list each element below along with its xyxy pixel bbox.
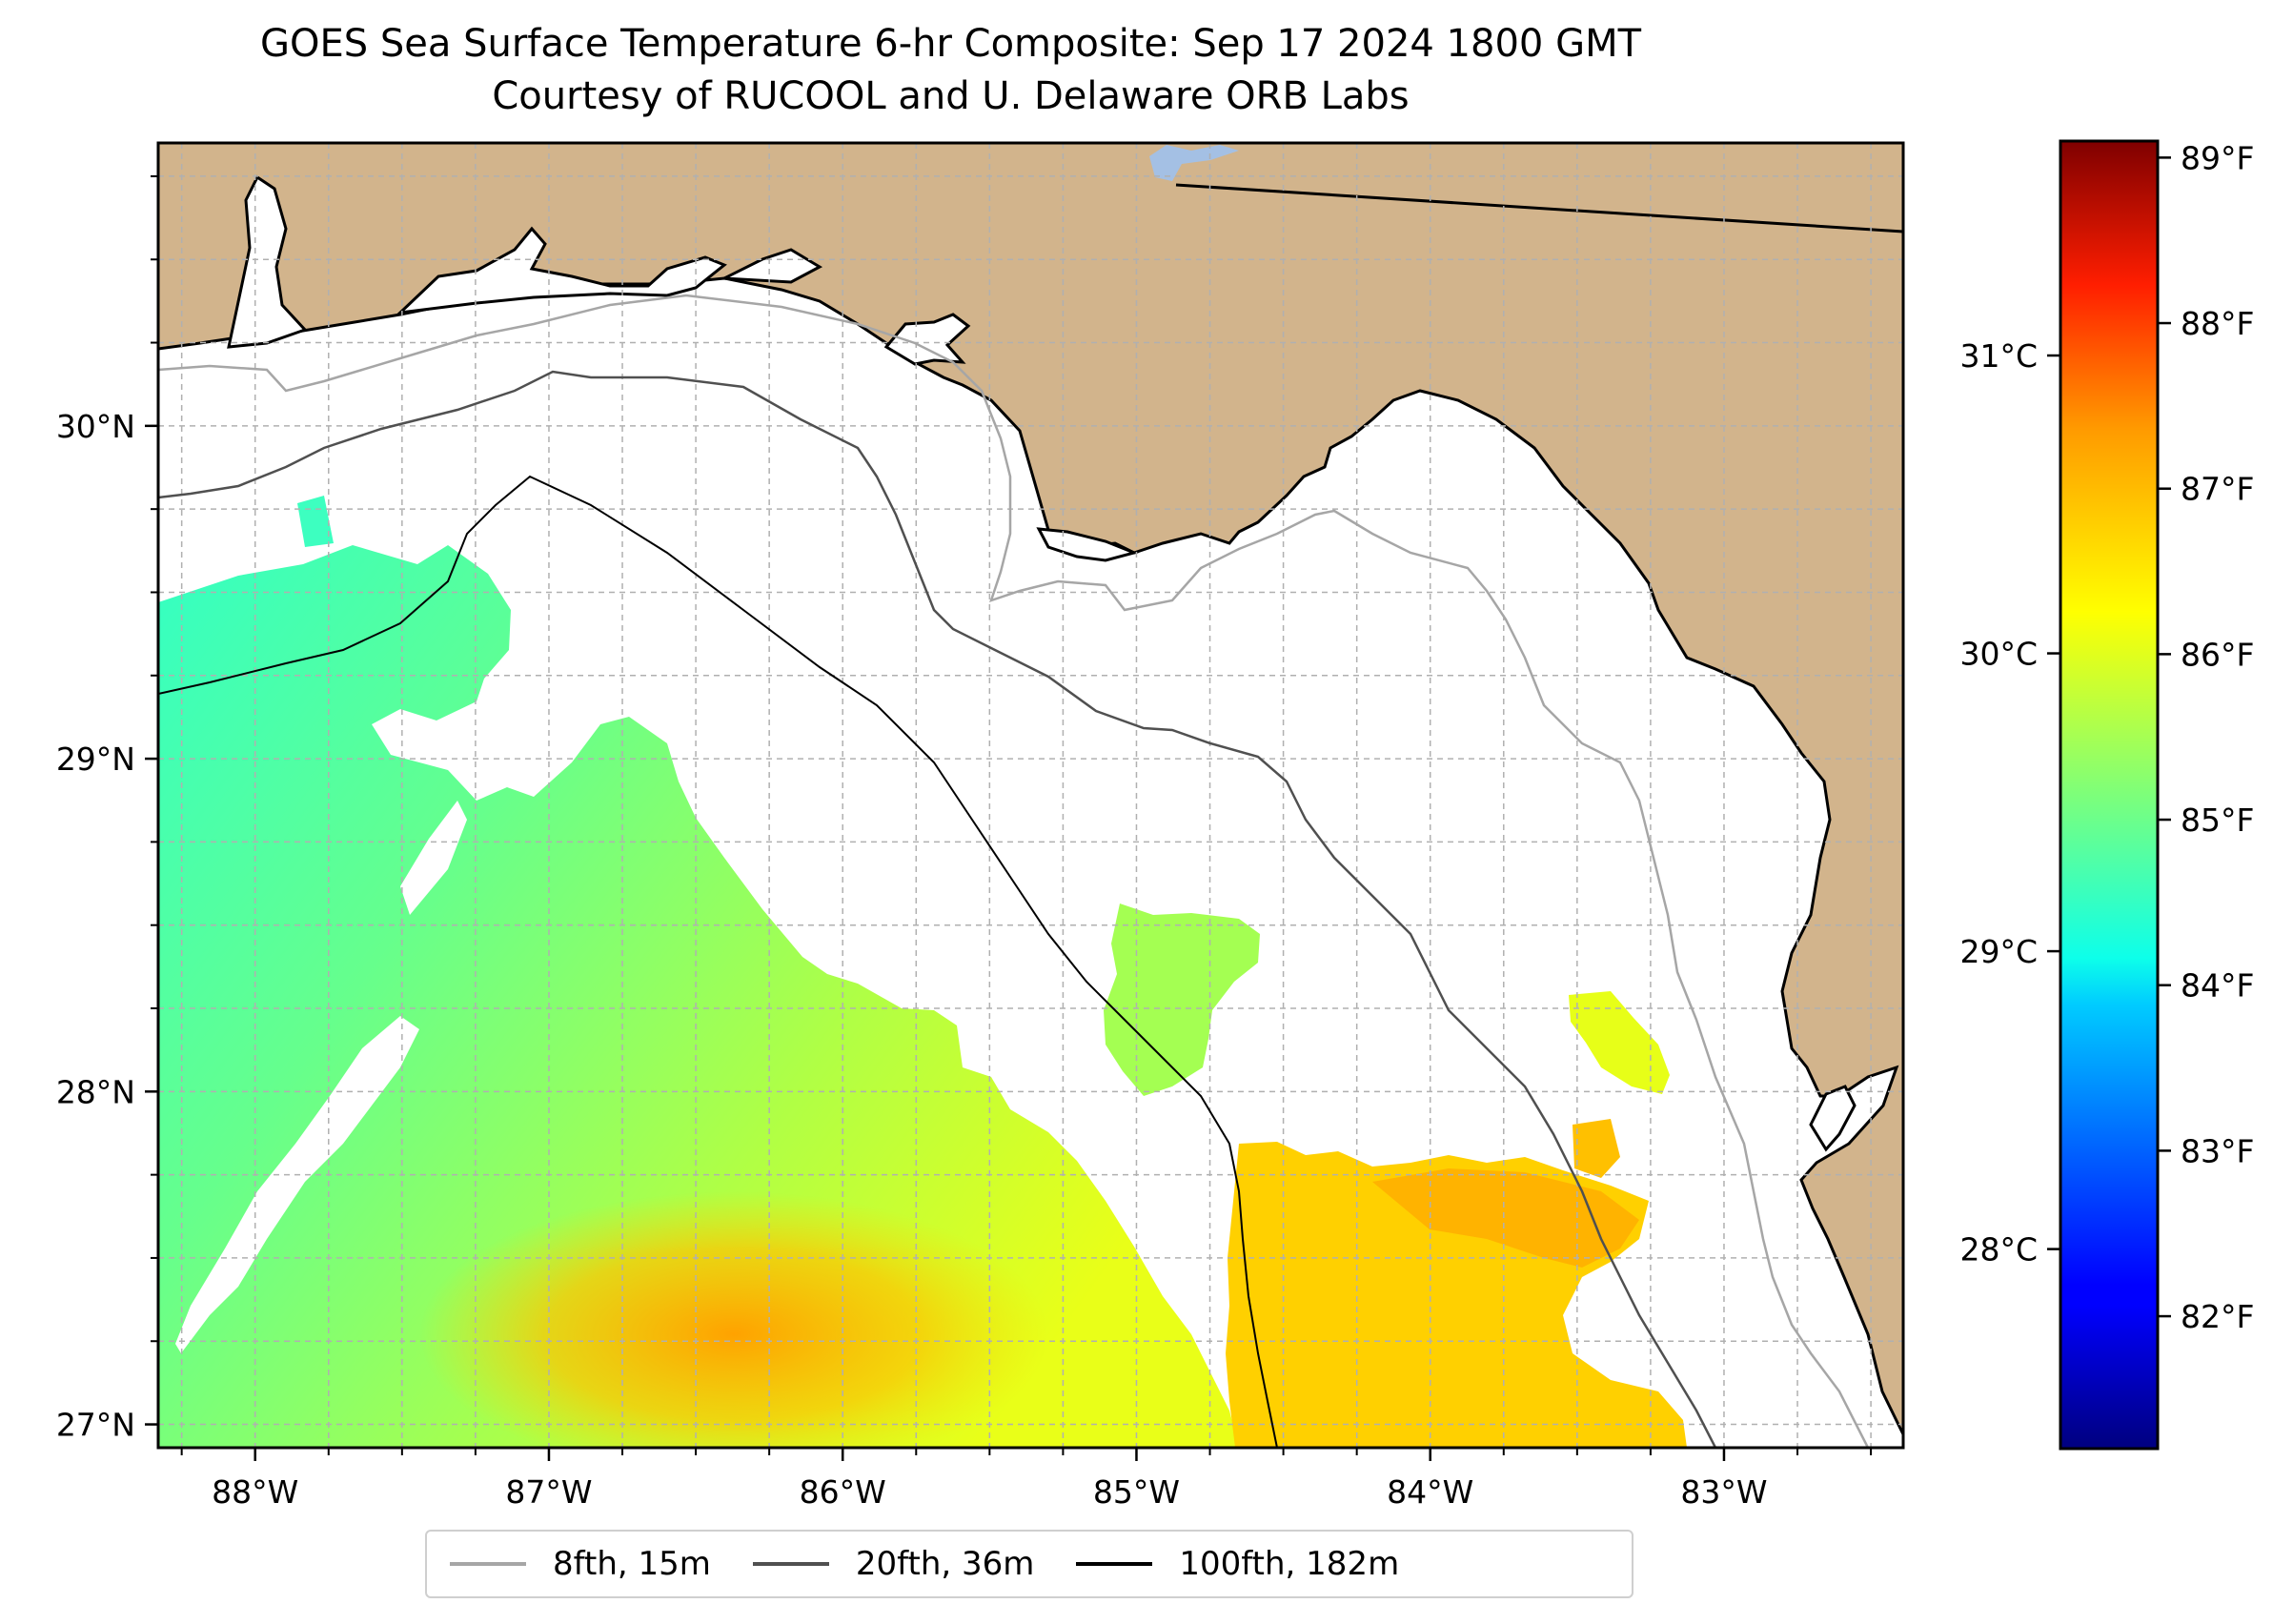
colorbar-f-label: 84°F	[2181, 967, 2254, 1005]
colorbar	[2059, 139, 2160, 1451]
lat-tick-label: 29°N	[56, 741, 135, 778]
map-frame	[156, 141, 1905, 1450]
sst-gap-west	[175, 1016, 419, 1353]
map-subtitle: Courtesy of RUCOOL and U. Delaware ORB L…	[492, 74, 1410, 118]
legend-swatch-100fth	[1076, 1562, 1153, 1566]
colorbar-f-label: 86°F	[2181, 636, 2254, 673]
lon-tick-label: 85°W	[1093, 1473, 1180, 1511]
lon-tick-label: 87°W	[505, 1473, 592, 1511]
contour-100fth	[158, 475, 1278, 1448]
colorbar-c-label: 28°C	[1959, 1231, 2038, 1269]
sst-ne-patch	[1573, 1119, 1620, 1178]
legend-label-100fth: 100fth, 182m	[1179, 1545, 1400, 1583]
colorbar-f-label: 82°F	[2181, 1298, 2254, 1335]
legend-swatch-20fth	[752, 1562, 829, 1566]
state-boundary	[1175, 183, 1903, 233]
sst-west-patch	[158, 545, 1239, 1448]
legend-label-8fth: 8fth, 15m	[553, 1545, 711, 1583]
contour-legend: 8fth, 15m 20fth, 36m 100fth, 182m	[425, 1530, 1634, 1598]
legend-item-100fth: 100fth, 182m	[1076, 1545, 1399, 1583]
colorbar-c-label: 29°C	[1959, 933, 2038, 970]
colorbar-f-label: 85°F	[2181, 802, 2254, 839]
sst-warm-core	[419, 1191, 1048, 1448]
lon-tick-label: 84°W	[1387, 1473, 1473, 1511]
grid-lines	[158, 143, 1903, 1448]
choctaw-bay	[719, 248, 823, 284]
lon-tick-label: 86°W	[800, 1473, 886, 1511]
st-andrew-bay	[883, 313, 971, 366]
contour-8fth	[158, 294, 1870, 1448]
apalachicola-bay	[1036, 527, 1139, 562]
map-axes: 88°W 87°W 86°W 85°W 84°W 83°W 27°N 28°N 29°N 30°N	[56, 174, 1873, 1511]
pensacola-bay	[396, 226, 727, 315]
legend-item-20fth: 20fth, 36m	[752, 1545, 1035, 1583]
map-area	[158, 143, 1903, 1448]
colorbar-f-label: 83°F	[2181, 1132, 2254, 1169]
contour-20fth	[158, 370, 1717, 1448]
colorbar-f-label: 89°F	[2181, 139, 2254, 176]
sst-east-orange	[1372, 1168, 1639, 1268]
lat-tick-label: 28°N	[56, 1073, 135, 1110]
map-title: GOES Sea Surface Temperature 6-hr Compos…	[259, 22, 1642, 66]
tampa-bay	[1809, 1085, 1857, 1152]
colorbar-f-label: 88°F	[2181, 305, 2254, 342]
sst-gap-mid	[400, 801, 467, 915]
lon-tick-label: 83°W	[1680, 1473, 1767, 1511]
colorbar-axes: 82°F 83°F 84°F 85°F 86°F 87°F 88°F 89°F 28°C 29°C…	[1959, 139, 2254, 1335]
colorbar-c-label: 31°C	[1959, 337, 2038, 375]
legend-label-20fth: 20fth, 36m	[855, 1545, 1035, 1583]
legend-item-8fth: 8fth, 15m	[450, 1545, 711, 1583]
colorbar-c-label: 30°C	[1959, 636, 2038, 673]
mobile-bay	[227, 174, 308, 349]
lat-tick-label: 30°N	[56, 408, 135, 445]
colorbar-f-label: 87°F	[2181, 471, 2254, 508]
lat-tick-label: 27°N	[56, 1407, 135, 1444]
lon-tick-label: 88°W	[212, 1473, 298, 1511]
legend-swatch-8fth	[450, 1562, 526, 1566]
sst-nw-patch	[1569, 991, 1670, 1094]
lake-patch	[1149, 145, 1239, 181]
sst-central-patch	[1104, 903, 1260, 1096]
